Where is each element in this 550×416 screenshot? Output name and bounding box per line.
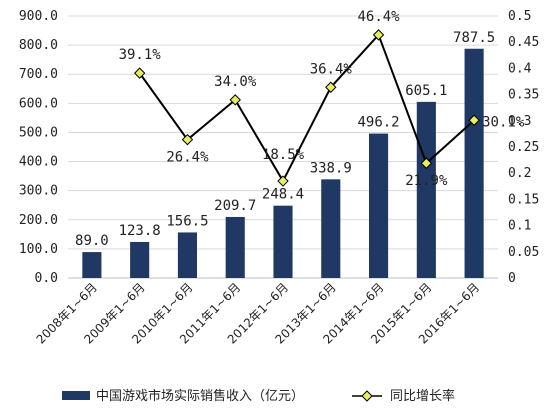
right-axis-tick-label: 0.2 — [508, 166, 531, 181]
bar-data-label: 209.7 — [214, 198, 256, 214]
growth-data-label: 46.4% — [357, 9, 400, 25]
left-axis-tick-label: 800.0 — [19, 38, 58, 53]
right-axis-tick-label: 0 — [508, 271, 516, 286]
growth-marker — [133, 67, 146, 79]
bar — [369, 133, 389, 278]
bar — [130, 241, 150, 278]
growth-data-label: 34.0% — [214, 74, 257, 90]
growth-marker — [468, 114, 480, 126]
left-axis-tick-label: 600.0 — [19, 96, 58, 111]
right-axis-tick-label: 0.5 — [508, 9, 531, 24]
right-axis-tick-label: 0.1 — [508, 219, 531, 234]
left-axis: 0.0 100.0 200.0 300.0 400.0 500.0 600.0 700.0 80… — [19, 9, 58, 286]
bar — [464, 48, 484, 278]
left-axis-tick-label: 400.0 — [19, 155, 58, 170]
bar-data-label: 248.4 — [262, 187, 304, 203]
left-axis-tick-label: 200.0 — [19, 213, 58, 228]
bar — [273, 205, 293, 278]
right-axis-tick-label: 0.05 — [508, 245, 539, 260]
bar — [321, 179, 341, 278]
bar-data-label: 156.5 — [166, 213, 208, 229]
growth-marker — [277, 175, 289, 187]
bar-data-label: 605.1 — [405, 83, 447, 99]
bar-data-label: 496.2 — [357, 115, 399, 131]
bar — [225, 216, 245, 278]
growth-marker — [325, 81, 337, 93]
growth-line — [138, 32, 475, 184]
left-axis-tick-label: 500.0 — [19, 125, 58, 140]
right-axis-tick-label: 0.35 — [508, 88, 539, 103]
bar — [82, 252, 102, 278]
right-axis-tick-label: 0.4 — [508, 61, 532, 76]
legend: 中国游戏市场实际销售收入（亿元） 同比增长率 — [62, 388, 455, 404]
growth-data-label: 36.4% — [310, 61, 353, 77]
bar-data-labels: 89.0 123.8 156.5 209.7 248.4 338.9 496.2 605.1 7… — [75, 30, 495, 249]
bar-data-label: 338.9 — [310, 160, 352, 176]
left-axis-tick-label: 700.0 — [19, 67, 58, 82]
bar-data-label: 89.0 — [75, 233, 109, 249]
line-series — [133, 29, 480, 187]
growth-marker — [372, 29, 385, 41]
left-axis-tick-label: 900.0 — [19, 9, 58, 24]
right-axis-tick-label: 0.15 — [508, 192, 539, 207]
bar-data-label: 787.5 — [453, 30, 495, 46]
line-data-labels: 39.1% 26.4% 34.0% 18.5% 36.4% 46.4% 21.9% 30.1% — [119, 9, 525, 189]
right-axis-tick-label: 0.45 — [508, 35, 539, 50]
legend-line-label: 同比增长率 — [390, 388, 455, 404]
growth-data-label: 30.1% — [482, 114, 525, 130]
bar — [177, 232, 197, 278]
growth-data-label: 21.9% — [405, 173, 448, 189]
growth-marker — [420, 157, 433, 169]
left-axis-tick-label: 0.0 — [35, 271, 58, 286]
growth-marker — [181, 133, 194, 146]
bar-data-label: 123.8 — [119, 223, 161, 239]
growth-data-label: 18.5% — [262, 147, 305, 163]
legend-bar-label: 中国游戏市场实际销售收入（亿元） — [96, 388, 304, 404]
legend-bar-swatch — [62, 391, 90, 400]
growth-data-label: 26.4% — [166, 150, 209, 166]
category-axis: 2008年1~6月2009年1~6月2010年1~6月2011年1~6月2012… — [34, 280, 483, 346]
bar — [416, 101, 436, 278]
right-axis-tick-label: 0.3 — [508, 114, 531, 129]
left-axis-tick-label: 100.0 — [19, 242, 58, 257]
right-axis-tick-label: 0.25 — [508, 140, 539, 155]
right-axis: 0 0.05 0.1 0.15 0.2 0.25 0.3 0.35 0.4 0.45 0.5 — [508, 9, 539, 286]
growth-data-label: 39.1% — [119, 47, 162, 63]
growth-marker — [229, 94, 241, 106]
bar-series — [82, 48, 484, 278]
left-axis-tick-label: 300.0 — [19, 184, 58, 199]
legend-line-marker — [361, 390, 373, 402]
